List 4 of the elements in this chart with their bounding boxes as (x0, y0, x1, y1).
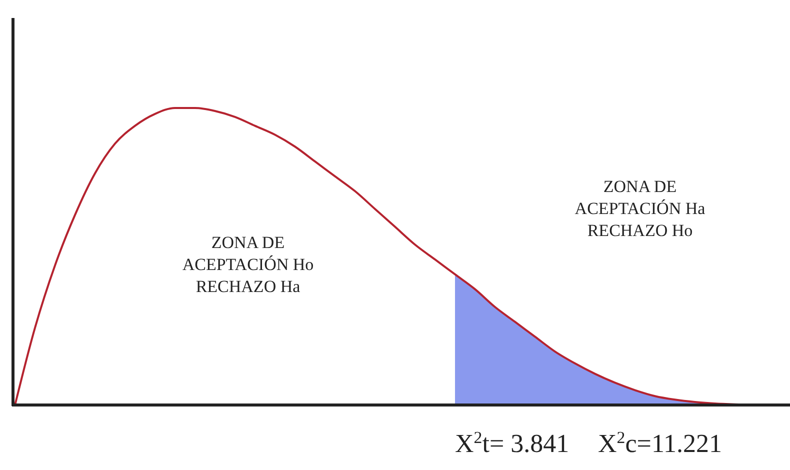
annotation: ZONA DE ACEPTACIÓN Ha RECHAZO Ho (574, 177, 706, 240)
text: X$^{2}$t= 3.841 (455, 428, 570, 458)
annotation: ZONA DE ACEPTACIÓN Ho RECHAZO Ha (182, 233, 314, 296)
text: X$^{2}$c=11.221 (598, 428, 722, 458)
